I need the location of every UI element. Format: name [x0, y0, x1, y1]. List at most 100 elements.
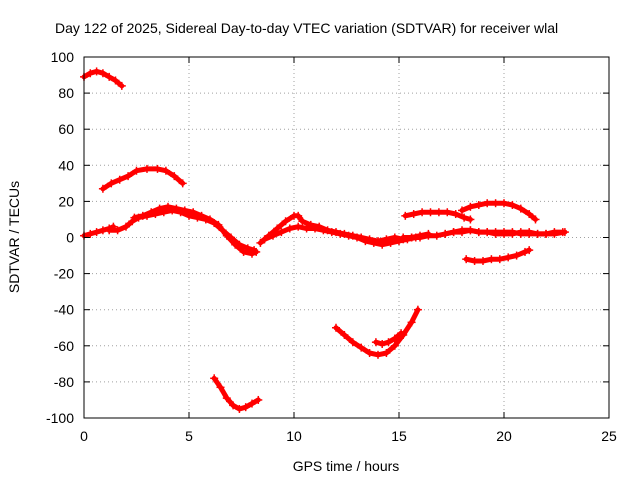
- data-point: [418, 208, 427, 217]
- data-point: [197, 211, 206, 220]
- data-point: [302, 224, 311, 233]
- y-tick-label: -60: [54, 338, 74, 354]
- data-point: [369, 238, 378, 247]
- chart-title: Day 122 of 2025, Sidereal Day-to-day VTE…: [55, 20, 558, 36]
- data-point: [483, 199, 492, 208]
- data-point: [344, 231, 353, 240]
- y-axis-label: SDTVAR / TECUs: [6, 181, 22, 293]
- data-point: [386, 238, 395, 247]
- data-point: [122, 222, 130, 231]
- y-tick-label: 100: [51, 49, 75, 65]
- series-layer: [80, 67, 569, 413]
- x-tick-label: 25: [601, 428, 617, 444]
- data-point: [365, 349, 374, 358]
- series-arc-13: [401, 208, 475, 224]
- data-point: [336, 229, 345, 238]
- data-point: [432, 231, 441, 240]
- data-point: [285, 224, 294, 233]
- data-point: [378, 240, 387, 249]
- data-point: [248, 249, 256, 258]
- data-point: [210, 374, 219, 383]
- series-trace: [333, 307, 421, 358]
- data-point: [189, 208, 198, 217]
- data-point: [113, 226, 122, 235]
- data-point: [294, 222, 303, 231]
- data-point: [531, 215, 540, 224]
- series-trace: [459, 200, 538, 222]
- data-point: [474, 228, 483, 237]
- data-point: [483, 228, 492, 237]
- data-point: [390, 341, 399, 350]
- data-point: [491, 228, 500, 237]
- data-point: [92, 228, 101, 237]
- data-point: [500, 228, 508, 237]
- data-point: [260, 235, 269, 244]
- x-tick-label: 0: [80, 428, 88, 444]
- y-tick-label: 40: [58, 157, 74, 173]
- series-arc-6: [210, 374, 263, 413]
- data-point: [413, 305, 422, 314]
- data-point: [401, 211, 410, 220]
- data-point: [327, 228, 336, 237]
- series-trace: [131, 204, 259, 257]
- data-point: [117, 81, 126, 90]
- data-point: [273, 224, 282, 233]
- data-point: [269, 231, 277, 240]
- data-point: [332, 323, 340, 332]
- data-point: [550, 229, 559, 238]
- data-point: [533, 229, 542, 238]
- data-point: [508, 201, 517, 210]
- data-point: [474, 201, 483, 210]
- data-point: [500, 199, 508, 208]
- data-point: [460, 213, 469, 222]
- data-point: [378, 339, 387, 348]
- data-point: [409, 210, 418, 219]
- data-point: [466, 202, 475, 211]
- data-point: [382, 349, 391, 358]
- data-point: [371, 338, 380, 347]
- x-tick-label: 20: [496, 428, 512, 444]
- data-point: [479, 256, 487, 265]
- data-point: [178, 179, 187, 188]
- data-point: [424, 231, 433, 240]
- data-point: [361, 237, 370, 246]
- y-tick-label: -80: [54, 374, 74, 390]
- series-arc-5: [130, 202, 261, 258]
- data-point: [222, 394, 231, 403]
- data-point: [441, 229, 450, 238]
- data-point: [216, 383, 225, 392]
- series-trace: [100, 166, 186, 192]
- data-point: [340, 330, 349, 339]
- data-point: [161, 166, 170, 175]
- data-point: [487, 255, 496, 264]
- data-point: [132, 166, 141, 175]
- series-arc-2: [98, 164, 187, 193]
- data-point: [491, 199, 500, 208]
- data-point: [86, 229, 95, 238]
- series-arc-9: [332, 305, 422, 359]
- series-arc-12: [441, 226, 569, 238]
- data-point: [172, 204, 181, 213]
- data-point: [319, 226, 328, 235]
- data-point: [277, 228, 286, 237]
- data-point: [516, 204, 525, 213]
- y-tick-label: 0: [66, 230, 74, 246]
- data-point: [111, 76, 120, 85]
- data-point: [298, 217, 307, 226]
- y-tick-label: -100: [46, 410, 74, 426]
- data-point: [512, 251, 521, 260]
- data-point: [138, 211, 147, 220]
- data-point: [153, 164, 162, 173]
- data-point: [374, 350, 382, 359]
- data-point: [451, 210, 460, 219]
- series-arc-15: [462, 246, 534, 265]
- data-point: [170, 172, 179, 181]
- data-point: [214, 220, 223, 229]
- axis-ticks: 0 5 10 15 20 25 -100 -80 -60 -40 -20 0 20 40 60 80 100: [46, 49, 617, 444]
- data-point: [384, 338, 393, 347]
- data-point: [206, 215, 214, 224]
- data-point: [130, 213, 139, 222]
- data-point: [508, 228, 517, 237]
- data-point: [256, 238, 265, 247]
